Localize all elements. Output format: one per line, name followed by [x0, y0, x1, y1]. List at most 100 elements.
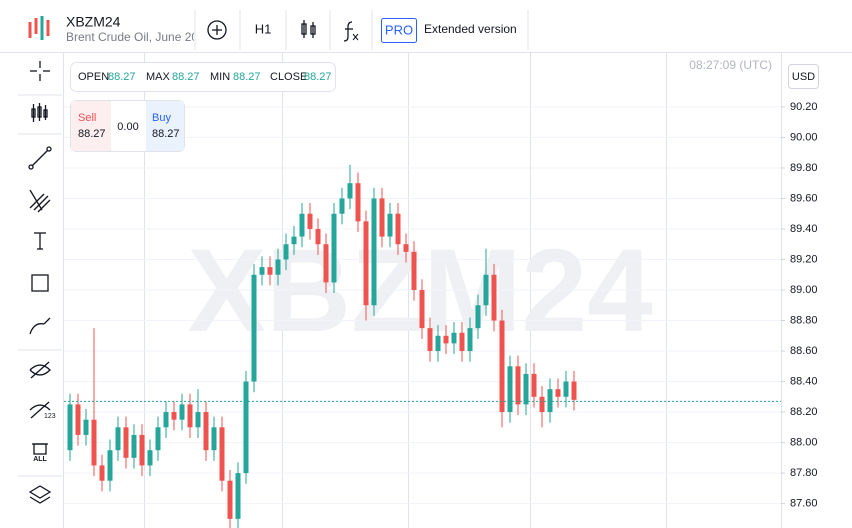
candle-body	[251, 274, 257, 382]
max-value: 88.27	[172, 71, 200, 83]
candle-body	[139, 434, 145, 466]
candle-body	[323, 244, 329, 283]
pro-link[interactable]: Extended version	[424, 22, 517, 36]
candle-body	[227, 480, 233, 519]
add-indicator-button[interactable]	[207, 20, 227, 40]
y-tick-label: 89.20	[790, 253, 818, 265]
candle-body	[475, 305, 481, 329]
spread: 0.00	[117, 121, 138, 133]
candle-body	[115, 427, 121, 451]
close-label: CLOSE	[270, 71, 307, 83]
trade-panel: Sell 88.27 0.00 Buy 88.27	[70, 100, 185, 152]
shape-tool[interactable]	[31, 274, 49, 292]
candle-body	[483, 274, 489, 306]
remove-all-tool[interactable]	[32, 443, 48, 455]
open-value: 88.27	[108, 71, 136, 83]
candle-body	[203, 412, 209, 451]
candle-body	[539, 396, 545, 413]
sell-button[interactable]	[71, 101, 111, 151]
candle-body	[547, 389, 553, 413]
buy-price[interactable]: 88.27	[152, 128, 180, 140]
symbol-description: Brent Crude Oil, June 20	[66, 30, 198, 44]
candle-body	[275, 259, 281, 275]
candle-body	[355, 183, 361, 222]
candle-body	[411, 251, 417, 290]
sell-label[interactable]: Sell	[78, 112, 96, 124]
candle-body	[259, 267, 265, 275]
candle-body	[363, 221, 369, 306]
candle-body	[147, 450, 153, 466]
candle-body	[267, 267, 273, 275]
candle-body	[235, 473, 241, 519]
buy-label[interactable]: Buy	[152, 112, 171, 124]
left-toolbar: 123 ALL	[18, 52, 64, 528]
candle-body	[243, 381, 249, 474]
y-tick-label: 90.20	[790, 101, 818, 113]
y-tick-label: 88.40	[790, 375, 818, 387]
hide-tool[interactable]	[29, 361, 51, 379]
min-label: MIN	[210, 71, 230, 83]
indicator-tool[interactable]	[31, 103, 48, 122]
candle-body	[443, 335, 449, 344]
candle-body	[131, 434, 137, 458]
candle-body	[83, 419, 89, 435]
y-tick-label: 88.00	[790, 436, 818, 448]
candle-body	[283, 244, 289, 260]
close-value: 88.27	[304, 71, 332, 83]
functions-button[interactable]	[343, 21, 359, 42]
candle-body	[507, 366, 513, 413]
candle-body	[179, 404, 185, 420]
candle-body	[515, 366, 521, 405]
chart-type-button[interactable]	[301, 20, 316, 38]
hide-indicators-tool[interactable]	[29, 401, 51, 419]
candle-body	[99, 465, 105, 481]
y-tick-label: 89.00	[790, 284, 818, 296]
candle-body	[427, 328, 433, 352]
candle-body	[75, 404, 81, 435]
candle-body	[195, 412, 201, 428]
candle-body	[435, 335, 441, 352]
candle-body	[419, 290, 425, 329]
pro-badge-box[interactable]	[381, 18, 417, 43]
currency-box[interactable]	[788, 64, 819, 89]
candle-body	[451, 332, 457, 344]
candle-body	[395, 213, 401, 245]
candle-body	[155, 427, 161, 451]
text-tool[interactable]	[34, 232, 46, 250]
timeframe-button[interactable]: H1	[255, 21, 272, 36]
pro-badge[interactable]: PRO	[385, 22, 413, 37]
candle-body	[339, 198, 345, 214]
open-label: OPEN	[78, 71, 109, 83]
layers-tool[interactable]	[28, 485, 52, 504]
buy-button[interactable]	[146, 101, 184, 151]
candle-body	[555, 389, 561, 397]
candle-body	[347, 183, 353, 199]
candle-body	[307, 213, 313, 229]
remove-badge: ALL	[33, 456, 47, 463]
trend-line-tool[interactable]	[28, 146, 52, 170]
y-tick-label: 88.20	[790, 406, 818, 418]
y-tick-label: 87.60	[790, 497, 818, 509]
candle-body	[403, 244, 409, 252]
candle-body	[211, 427, 217, 451]
candle-body	[371, 198, 377, 306]
currency[interactable]: USD	[792, 71, 815, 83]
candle-body	[459, 332, 465, 352]
sell-price[interactable]: 88.27	[78, 128, 106, 140]
y-tick-label: 88.80	[790, 314, 818, 326]
crosshair-tool[interactable]	[30, 61, 50, 81]
candle-body	[563, 381, 569, 397]
candle-body	[163, 412, 169, 428]
y-tick-label: 89.80	[790, 162, 818, 174]
candle-body	[171, 412, 177, 420]
candle-body	[91, 419, 97, 466]
candle-body	[299, 213, 305, 237]
candle-body	[123, 427, 129, 458]
fib-tool[interactable]	[29, 189, 51, 213]
candle-body	[379, 198, 385, 237]
hide-badge: 123	[44, 413, 56, 420]
brush-tool[interactable]	[29, 317, 51, 335]
y-tick-label: 89.60	[790, 192, 818, 204]
candle-body	[491, 274, 497, 321]
